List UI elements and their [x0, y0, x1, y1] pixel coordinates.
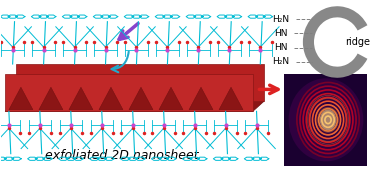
FancyArrowPatch shape [112, 52, 129, 72]
Polygon shape [99, 87, 123, 110]
Polygon shape [159, 87, 183, 110]
Polygon shape [5, 101, 264, 111]
Polygon shape [219, 87, 243, 110]
Text: exfoliated 2D nanosheet: exfoliated 2D nanosheet [45, 149, 198, 162]
Polygon shape [39, 87, 63, 110]
Polygon shape [69, 87, 93, 110]
Polygon shape [129, 87, 153, 110]
Polygon shape [16, 64, 264, 101]
Polygon shape [5, 74, 253, 111]
Polygon shape [189, 87, 213, 110]
Polygon shape [9, 87, 33, 110]
